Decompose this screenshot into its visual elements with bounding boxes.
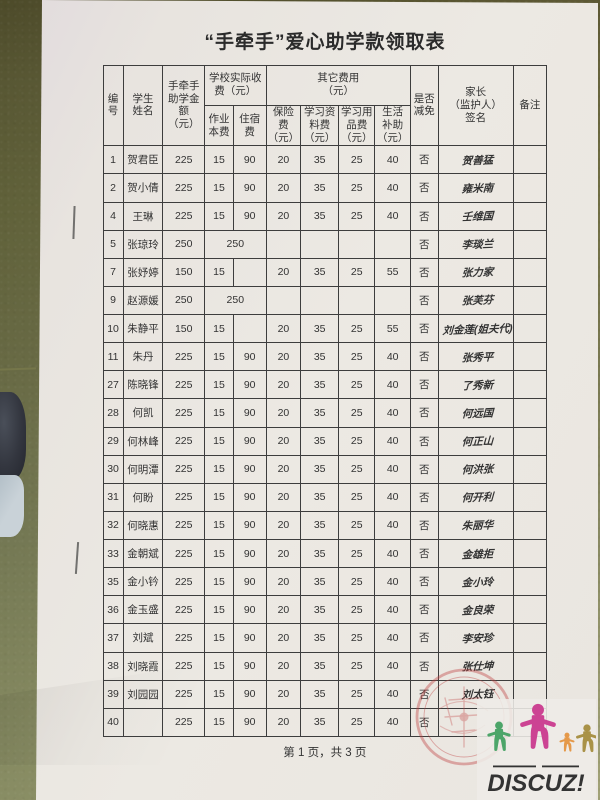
svg-text:DISCUZ!: DISCUZ! [487,770,584,797]
